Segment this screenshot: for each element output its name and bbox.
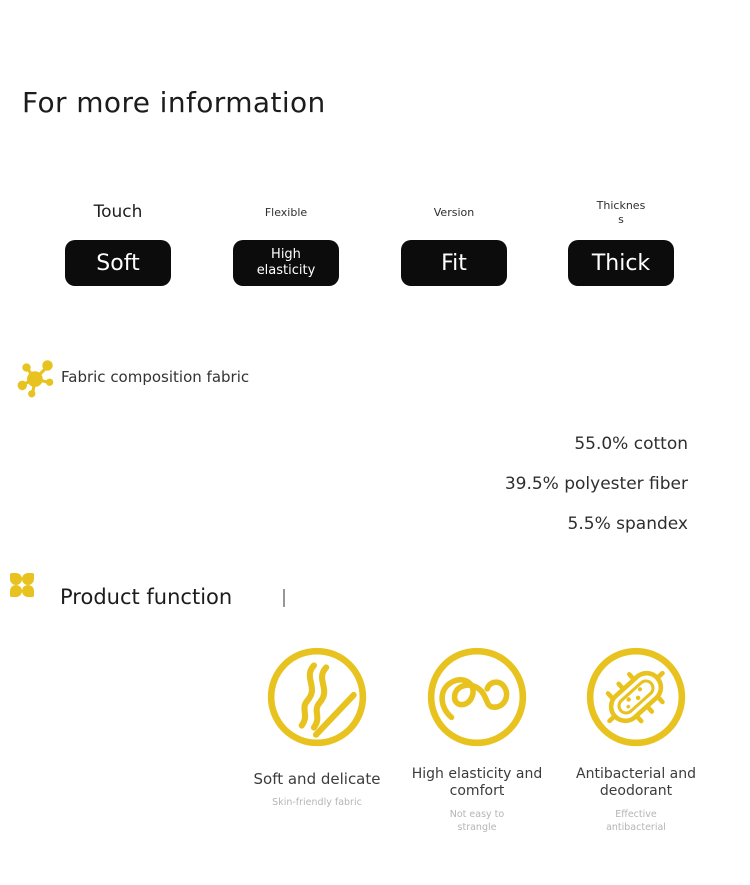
feature-subtitle: Skin-friendly fabric: [272, 797, 362, 809]
feature-title: High elasticity and comfort: [411, 766, 543, 800]
attribute-column-flexible: Flexible High elasticity: [233, 186, 339, 286]
attr-value-pill-soft[interactable]: Soft: [65, 240, 171, 286]
feature-title: Antibacterial and deodorant: [576, 766, 696, 800]
feature-antibacterial: Antibacterial and deodorant Effective an…: [560, 644, 712, 834]
attr-label-thickness: Thickness: [596, 199, 646, 226]
feature-subtitle: Not easy to strangle: [449, 809, 505, 833]
soft-fabric-icon: [264, 644, 370, 750]
attr-value-pill-thick[interactable]: Thick: [568, 240, 674, 286]
attr-value-pill-high-elasticity[interactable]: High elasticity: [233, 240, 339, 286]
clover-icon: [10, 573, 48, 611]
composition-polyester: 39.5% polyester fiber: [504, 474, 688, 494]
molecule-icon: [16, 356, 58, 398]
composition-spandex: 5.5% spandex: [567, 514, 688, 534]
elasticity-icon: [424, 644, 530, 750]
feature-title: Soft and delicate: [253, 770, 381, 788]
feature-subtitle: Effective antibacterial: [606, 809, 666, 833]
text-cursor-mark: [283, 589, 285, 607]
attr-label-version: Version: [433, 206, 475, 220]
attribute-column-touch: Touch Soft: [65, 186, 171, 286]
feature-soft-delicate: Soft and delicate Skin-friendly fabric: [241, 644, 393, 810]
composition-cotton: 55.0% cotton: [574, 434, 688, 454]
attr-label-touch: Touch: [93, 202, 143, 223]
attribute-column-thickness: Thickness Thick: [568, 186, 674, 286]
attr-label-flexible: Flexible: [264, 206, 308, 220]
attr-value-pill-fit[interactable]: Fit: [401, 240, 507, 286]
feature-high-elasticity: High elasticity and comfort Not easy to …: [401, 644, 553, 834]
fabric-composition-values: 55.0% cotton 39.5% polyester fiber 5.5% …: [505, 424, 688, 544]
product-function-header: Product function: [10, 573, 233, 611]
page-title: For more information: [22, 86, 326, 119]
bacteria-icon: [583, 644, 689, 750]
fabric-composition-header: Fabric composition fabric: [16, 356, 249, 398]
fabric-composition-heading: Fabric composition fabric: [61, 368, 250, 386]
attribute-column-version: Version Fit: [401, 186, 507, 286]
product-function-heading: Product function: [60, 585, 233, 609]
